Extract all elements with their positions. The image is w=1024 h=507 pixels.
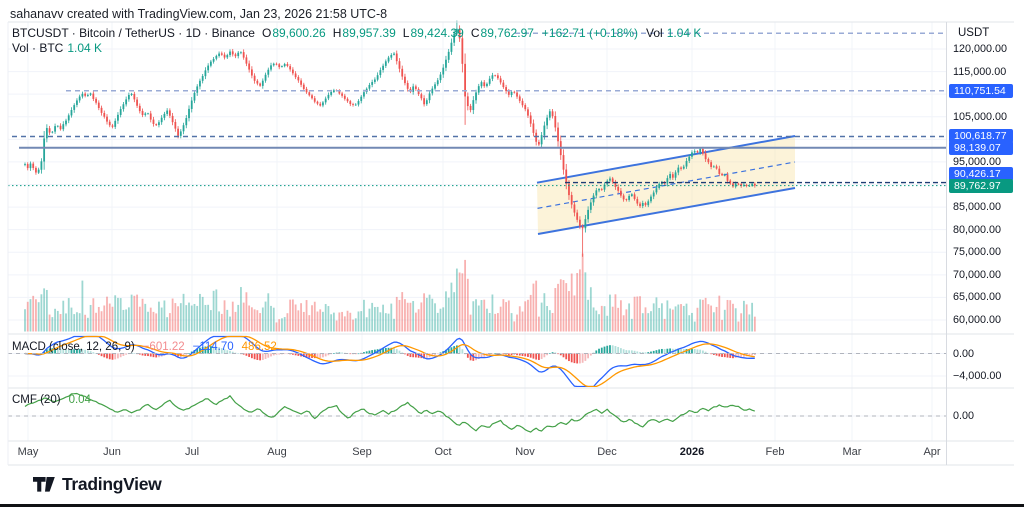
- price-level-badge: 110,751.54: [949, 83, 1013, 98]
- volume-layer: [24, 253, 756, 332]
- tradingview-logo[interactable]: TradingView: [33, 474, 162, 495]
- time-tick-nov: Nov: [515, 446, 535, 458]
- price-axis-currency-label: USDT: [958, 27, 990, 39]
- time-tick-dec: Dec: [597, 446, 617, 458]
- volume-indicator-title: Vol · BTC: [12, 41, 64, 55]
- time-tick-may: May: [17, 446, 39, 458]
- ohlc-c: C89,762.97: [470, 26, 534, 40]
- cmf-layer: [24, 392, 755, 433]
- macd-legend-row[interactable]: MACD (close, 12, 26, 9) −601.22 −114.70 48…: [12, 341, 277, 353]
- bottom-edge-bar: [0, 504, 1024, 507]
- time-tick-sep: Sep: [352, 446, 372, 458]
- symbol-legend-row[interactable]: BTCUSDT · Bitcoin / TetherUS · 1D · Bina…: [12, 26, 701, 40]
- time-tick-jul: Jul: [184, 446, 200, 458]
- cmf-legend-row[interactable]: CMF (20) 0.04: [12, 394, 91, 406]
- time-tick-jun: Jun: [103, 446, 121, 458]
- price-tick-label: 120,000.00: [953, 43, 1008, 55]
- time-axis[interactable]: May Jun Jul Aug Sep Oct Nov Dec 2026 Feb Mar Apr: [0, 441, 1024, 465]
- candles-layer: [24, 20, 756, 257]
- price-tick-label: 105,000.00: [953, 110, 1008, 123]
- tradingview-logo-icon: [33, 477, 55, 492]
- macd-tick-label: −4,000.00: [953, 369, 1002, 382]
- price-level-badge: 100,618.77: [949, 128, 1013, 143]
- price-tick-label: 60,000.00: [953, 314, 1002, 326]
- macd-tick-label: 0.00: [953, 347, 975, 360]
- macd-indicator-values: −601.22 −114.70 486.52: [135, 341, 277, 353]
- volume-indicator-value: 1.04 K: [67, 41, 103, 55]
- macd-value-0: −601.22: [142, 341, 185, 353]
- vol-label: Vol: [646, 26, 663, 40]
- price-tick-label: 80,000.00: [953, 223, 1002, 236]
- price-tick-label: 75,000.00: [953, 246, 1002, 259]
- pane-dividers: [7, 21, 1014, 466]
- last-price-badge: 89,762.97: [949, 178, 1013, 193]
- trend-channel[interactable]: [536, 135, 796, 235]
- macd-value-1: −114.70: [192, 341, 234, 353]
- price-tick-label: 85,000.00: [953, 201, 1002, 214]
- price-axis[interactable]: 120,000.00 115,000.00 105,000.00 95,000.00 8…: [947, 22, 1024, 465]
- time-tick-mar: Mar: [842, 446, 862, 458]
- ohlc-h: H89,957.39: [332, 26, 396, 40]
- attribution-text: sahanavv created with TradingView.com, J…: [10, 7, 388, 21]
- time-tick-feb: Feb: [765, 446, 785, 458]
- tradingview-logo-text: TradingView: [62, 474, 162, 494]
- volume-legend-row[interactable]: Vol · BTC 1.04 K: [12, 41, 102, 55]
- ohlc-values: O89,600.26 H89,957.39 L89,424.39 C89,762.97: [255, 26, 534, 40]
- ohlc-l: L89,424.39: [402, 26, 464, 40]
- price-tick-label: 70,000.00: [953, 268, 1002, 281]
- macd-indicator-title: MACD (close, 12, 26, 9): [12, 341, 135, 353]
- symbol-title: BTCUSDT · Bitcoin / TetherUS · 1D · Bina…: [12, 26, 255, 40]
- level-lines[interactable]: [8, 32, 946, 187]
- time-tick-oct: Oct: [434, 446, 452, 458]
- price-level-badge: 90,426.17: [949, 166, 1013, 181]
- cmf-tick-label: 0.00: [953, 410, 975, 422]
- time-tick-2026: 2026: [679, 446, 705, 458]
- grid-layer: [8, 22, 946, 441]
- time-tick-aug: Aug: [267, 446, 287, 458]
- price-level-badge: 98,139.07: [949, 140, 1013, 155]
- cmf-indicator-value: 0.04: [68, 394, 91, 406]
- price-tick-label: 95,000.00: [953, 155, 1002, 168]
- cmf-indicator-title: CMF (20): [12, 394, 61, 406]
- macd-value-2: 486.52: [241, 341, 277, 353]
- macd-layer: [24, 335, 756, 387]
- time-tick-apr: Apr: [923, 446, 941, 458]
- ohlc-o: O89,600.26: [261, 26, 326, 40]
- price-tick-label: 115,000.00: [953, 65, 1007, 78]
- price-tick-label: 65,000.00: [953, 291, 1002, 304]
- vol-value: 1.04 K: [666, 26, 702, 40]
- change-value: +162.71 (+0.18%): [541, 26, 638, 40]
